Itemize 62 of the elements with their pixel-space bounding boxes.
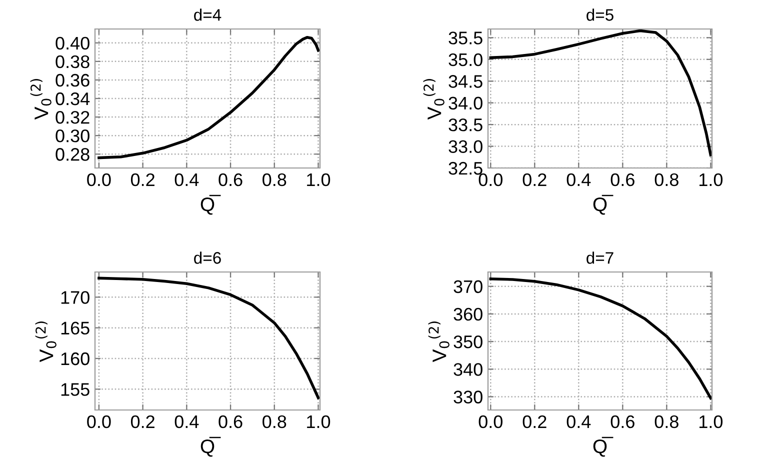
y-tick-label: 340: [454, 363, 482, 376]
y-tick-label: 0.32: [56, 110, 90, 124]
x-tick-label: 0.2: [522, 415, 546, 428]
x-tick-label: 0.0: [478, 415, 502, 428]
x-tick-label: 0.8: [262, 415, 286, 428]
x-axis-title: Q̅: [593, 436, 614, 457]
x-axis-title: Q̅: [593, 194, 614, 215]
y-tick-label: 35.5: [448, 32, 482, 44]
chart-title: d=7: [586, 252, 614, 264]
y-tick-label: 0.40: [56, 36, 90, 50]
y-axis-title: V$_{0}$$^{(2)}$: [423, 79, 444, 120]
y-tick-label: 170: [61, 291, 90, 304]
x-tick-label: 1.0: [307, 415, 330, 428]
x-tick-label: 0.4: [174, 173, 199, 186]
y-tick-label: 370: [454, 280, 482, 294]
x-tick-label: 0.0: [87, 173, 111, 186]
x-tick-label: 0.8: [654, 415, 678, 428]
line-series: [98, 276, 320, 400]
x-tick-label: 1.0: [307, 173, 330, 186]
y-tick-label: 32.5: [448, 162, 482, 175]
y-tick-label: 0.30: [56, 130, 90, 142]
x-tick-label: 1.0: [700, 173, 723, 186]
x-tick-label: 0.6: [218, 415, 242, 428]
x-tick-label: 0.2: [130, 173, 154, 186]
x-tick-label: 0.2: [522, 173, 546, 186]
x-tick-label: 0.8: [654, 173, 678, 186]
y-tick-label: 0.28: [56, 148, 90, 161]
y-tick-label: 0.34: [56, 92, 90, 106]
y-tick-label: 34.5: [448, 75, 482, 88]
line-series: [489, 278, 712, 400]
y-tick-label: 33.5: [448, 118, 482, 132]
x-tick-label: 0.4: [566, 173, 591, 186]
x-tick-label: 0.6: [218, 173, 242, 186]
x-tick-label: 0.6: [610, 173, 634, 186]
x-tick-label: 0.4: [174, 415, 199, 428]
x-tick-label: 0.4: [566, 415, 591, 428]
line-series: [98, 36, 320, 160]
y-tick-label: 34.0: [448, 96, 482, 110]
y-tick-label: 360: [454, 308, 482, 321]
y-tick-label: 350: [454, 335, 482, 348]
y-tick-label: 0.38: [56, 55, 90, 68]
y-tick-label: 155: [61, 383, 90, 396]
x-axis-title: Q̅: [200, 194, 221, 215]
chart-title: d=5: [586, 8, 614, 21]
x-tick-label: 0.0: [478, 173, 502, 186]
x-tick-label: 1.0: [700, 415, 723, 428]
y-tick-label: 160: [61, 352, 90, 366]
y-tick-label: 330: [454, 390, 482, 404]
y-tick-label: 33.0: [448, 140, 482, 153]
x-tick-label: 0.6: [610, 415, 634, 428]
x-tick-label: 0.0: [87, 415, 111, 428]
y-tick-label: 35.0: [448, 53, 482, 66]
y-tick-label: 0.36: [56, 74, 90, 87]
y-axis-title: V$_{0}$$^{(2)}$: [428, 322, 450, 362]
chart-title: d=4: [194, 8, 222, 21]
x-axis-title: Q̅: [200, 436, 221, 457]
x-tick-label: 0.8: [262, 173, 286, 186]
x-tick-label: 0.2: [130, 415, 154, 428]
y-tick-label: 165: [61, 322, 90, 335]
y-axis-title: V$_{0}$$^{(2)}$: [35, 322, 56, 362]
y-axis-title: V$_{0}$$^{(2)}$: [30, 79, 52, 120]
chart-title: d=6: [194, 252, 221, 264]
